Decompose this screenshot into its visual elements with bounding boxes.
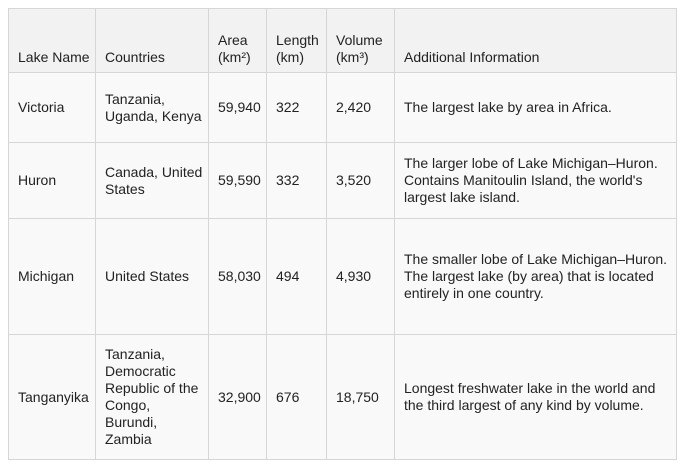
table-cell: Tanganyika xyxy=(8,334,96,460)
table-cell: Longest freshwater lake in the world and… xyxy=(394,334,677,460)
table-cell: Tanzania, Democratic Republic of the Con… xyxy=(95,334,209,460)
header-row: Lake Name Countries Area (km²) Length (km) V… xyxy=(8,8,677,73)
table-row: Tanganyika Tanzania, Democratic Republic … xyxy=(8,334,677,460)
table-cell: Michigan xyxy=(8,218,96,335)
table-row: Michigan United States 58,030 494 4,930 The s… xyxy=(8,218,677,335)
table-cell: Victoria xyxy=(8,72,96,143)
table-row: Huron Canada, United States 59,590 332 3,520… xyxy=(8,142,677,219)
table-cell: 2,420 xyxy=(326,72,395,143)
header-cell: Countries xyxy=(95,8,209,73)
table-cell: 332 xyxy=(266,142,327,219)
table-cell: Canada, United States xyxy=(95,142,209,219)
header-cell: Length (km) xyxy=(266,8,327,73)
table-cell: 676 xyxy=(266,334,327,460)
header-cell: Volume (km³) xyxy=(326,8,395,73)
table-cell: The largest lake by area in Africa. xyxy=(394,72,677,143)
table-cell: 494 xyxy=(266,218,327,335)
table-cell: The larger lobe of Lake Michigan–Huron. … xyxy=(394,142,677,219)
table-body: Victoria Tanzania, Uganda, Kenya 59,940 322… xyxy=(8,72,677,460)
table-cell: United States xyxy=(95,218,209,335)
table-cell: 59,590 xyxy=(208,142,267,219)
table-cell: Huron xyxy=(8,142,96,219)
table-cell: 4,930 xyxy=(326,218,395,335)
header-cell: Lake Name xyxy=(8,8,96,73)
table-cell: 18,750 xyxy=(326,334,395,460)
table-row: Victoria Tanzania, Uganda, Kenya 59,940 322… xyxy=(8,72,677,143)
table-cell: The smaller lobe of Lake Michigan–Huron.… xyxy=(394,218,677,335)
table-cell: 59,940 xyxy=(208,72,267,143)
header-cell: Additional Information xyxy=(394,8,677,73)
lakes-table: Lake Name Countries Area (km²) Length (km) V… xyxy=(8,8,677,460)
table-cell: Tanzania, Uganda, Kenya xyxy=(95,72,209,143)
table-cell: 3,520 xyxy=(326,142,395,219)
table-cell: 322 xyxy=(266,72,327,143)
table-cell: 32,900 xyxy=(208,334,267,460)
header-cell: Area (km²) xyxy=(208,8,267,73)
table-cell: 58,030 xyxy=(208,218,267,335)
